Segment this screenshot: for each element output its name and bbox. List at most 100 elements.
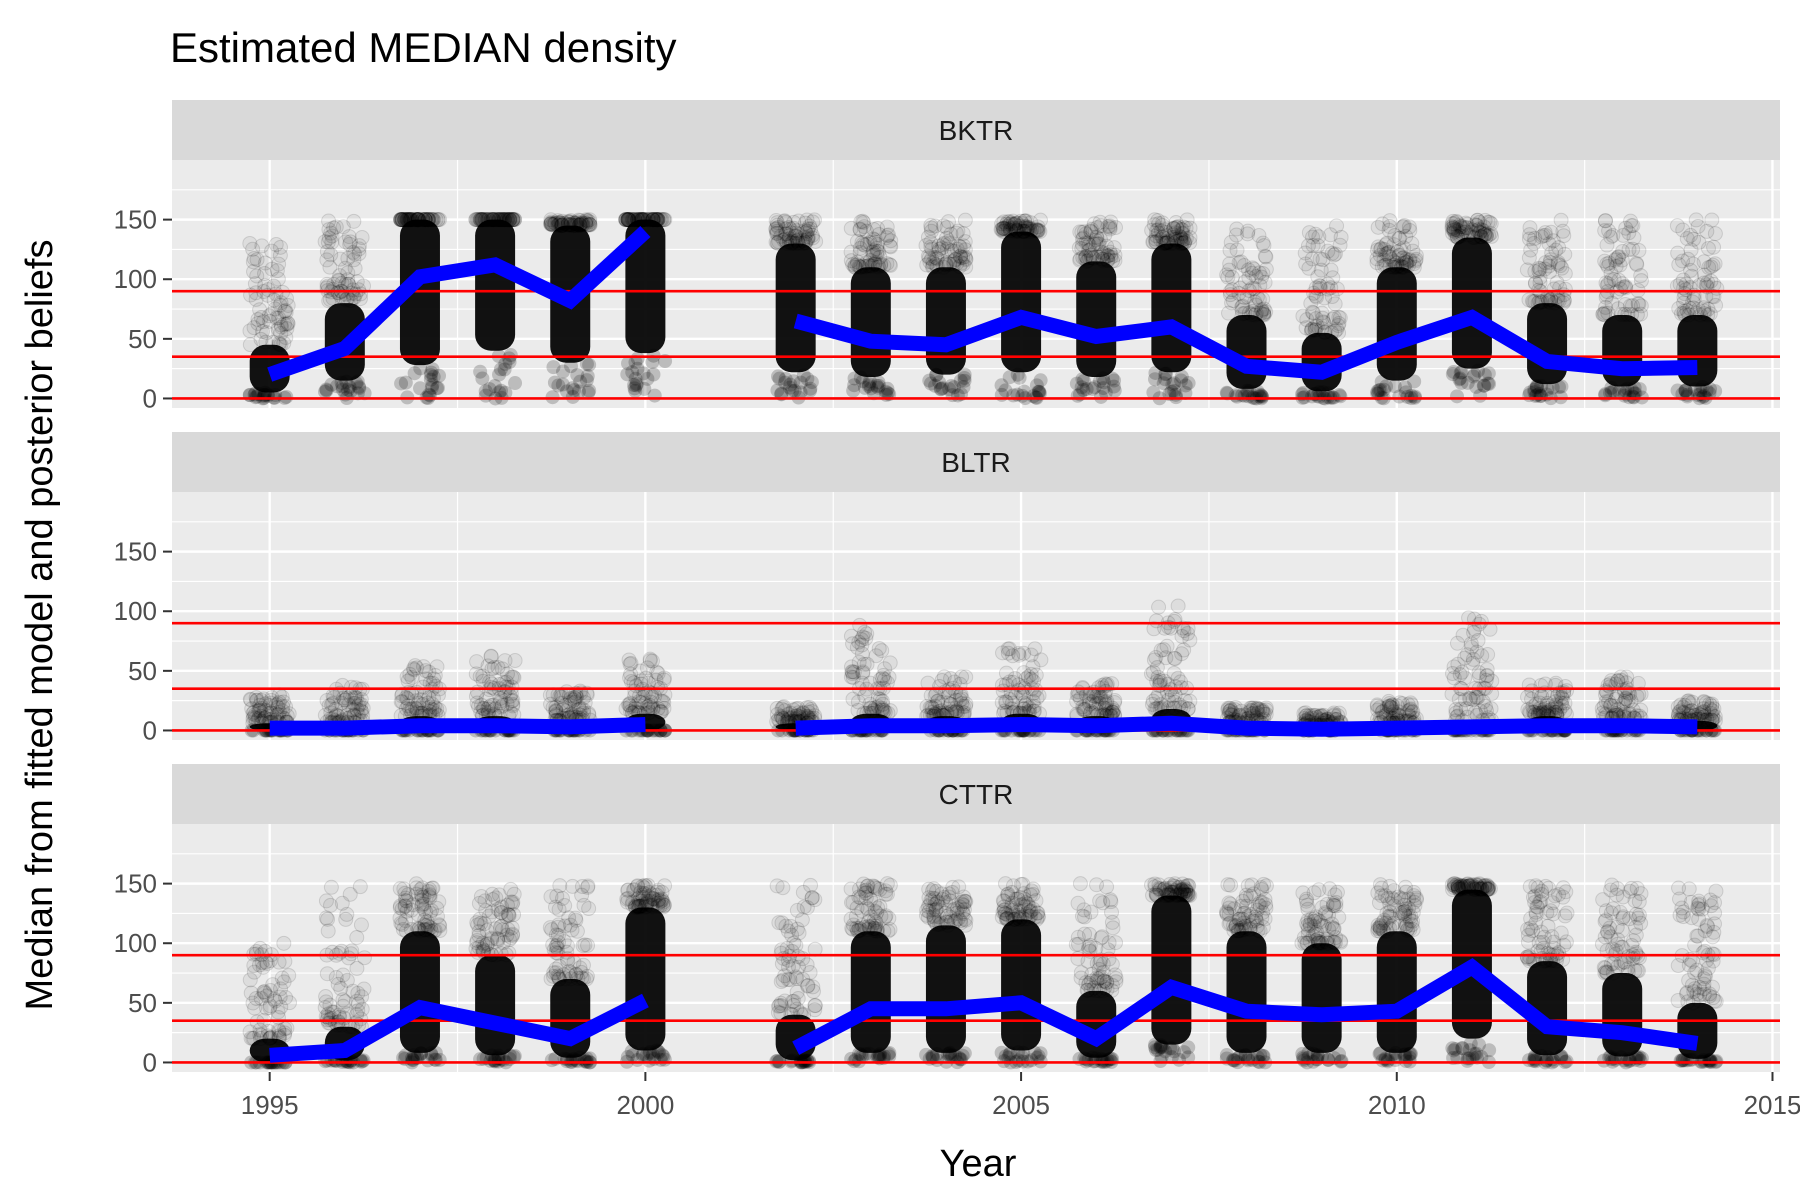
point — [1241, 262, 1257, 278]
point — [550, 215, 566, 231]
point — [1072, 252, 1088, 268]
point — [249, 268, 265, 284]
point — [779, 235, 795, 251]
point — [1478, 672, 1494, 688]
point — [1150, 222, 1166, 238]
point — [1170, 218, 1186, 234]
point — [880, 228, 896, 244]
point — [499, 212, 515, 228]
point — [1180, 626, 1196, 642]
point — [1174, 646, 1190, 662]
point — [573, 216, 589, 232]
point — [947, 251, 963, 267]
point — [1225, 293, 1241, 309]
point — [938, 230, 954, 246]
point — [1320, 386, 1335, 401]
point — [552, 878, 568, 894]
point — [936, 218, 952, 234]
point — [918, 237, 934, 253]
point — [996, 214, 1012, 230]
point — [871, 227, 887, 243]
point — [1163, 235, 1179, 251]
point — [1083, 224, 1099, 240]
point — [254, 238, 270, 254]
point — [957, 242, 973, 258]
point — [560, 217, 576, 233]
point — [1086, 236, 1102, 252]
point — [340, 265, 356, 281]
point — [502, 355, 517, 370]
point — [927, 249, 943, 265]
point — [870, 221, 886, 237]
point — [628, 371, 643, 386]
point — [778, 226, 794, 242]
point — [654, 704, 670, 720]
point — [1224, 295, 1240, 311]
point — [1332, 237, 1348, 253]
point — [636, 212, 652, 228]
point — [469, 212, 485, 228]
point — [495, 212, 511, 228]
point — [1017, 219, 1033, 235]
point — [957, 367, 972, 382]
point — [397, 212, 413, 228]
point-cloud-core — [1376, 267, 1417, 381]
point — [271, 310, 287, 326]
point — [627, 381, 642, 396]
point — [1317, 325, 1333, 341]
point — [771, 369, 786, 384]
point — [869, 246, 885, 262]
point — [572, 217, 588, 233]
point — [861, 379, 876, 394]
point — [1316, 918, 1332, 934]
point — [267, 301, 283, 317]
point — [853, 259, 869, 275]
point — [547, 375, 562, 390]
point — [1102, 218, 1118, 234]
point — [994, 216, 1010, 232]
point — [269, 310, 285, 326]
point — [786, 374, 801, 389]
point — [497, 362, 512, 377]
point — [1473, 880, 1489, 896]
point — [502, 212, 518, 228]
point — [328, 969, 344, 985]
point — [498, 385, 513, 400]
point — [1242, 384, 1257, 399]
point — [546, 360, 561, 375]
point — [1169, 390, 1184, 405]
point — [1224, 282, 1240, 298]
point — [318, 893, 334, 909]
point — [869, 237, 885, 253]
point — [1377, 258, 1393, 274]
point — [1151, 599, 1167, 615]
point — [342, 236, 358, 252]
point — [1008, 224, 1024, 240]
point — [557, 215, 573, 231]
point — [925, 259, 941, 275]
point — [342, 886, 358, 902]
point — [1088, 236, 1104, 252]
point — [411, 212, 427, 228]
point — [790, 235, 806, 251]
point — [425, 377, 440, 392]
point — [800, 230, 816, 246]
point — [1011, 220, 1027, 236]
point — [852, 240, 868, 256]
point — [409, 212, 425, 228]
point — [793, 385, 808, 400]
point — [1612, 384, 1627, 399]
point — [345, 244, 361, 260]
point — [551, 215, 567, 231]
point — [424, 212, 440, 228]
point — [1527, 230, 1543, 246]
point — [254, 1027, 270, 1043]
point — [934, 381, 949, 396]
point — [1072, 224, 1088, 240]
point — [996, 221, 1012, 237]
point — [792, 1005, 808, 1021]
point — [330, 379, 345, 394]
point — [770, 235, 786, 251]
point — [1256, 876, 1272, 892]
point — [1173, 232, 1189, 248]
